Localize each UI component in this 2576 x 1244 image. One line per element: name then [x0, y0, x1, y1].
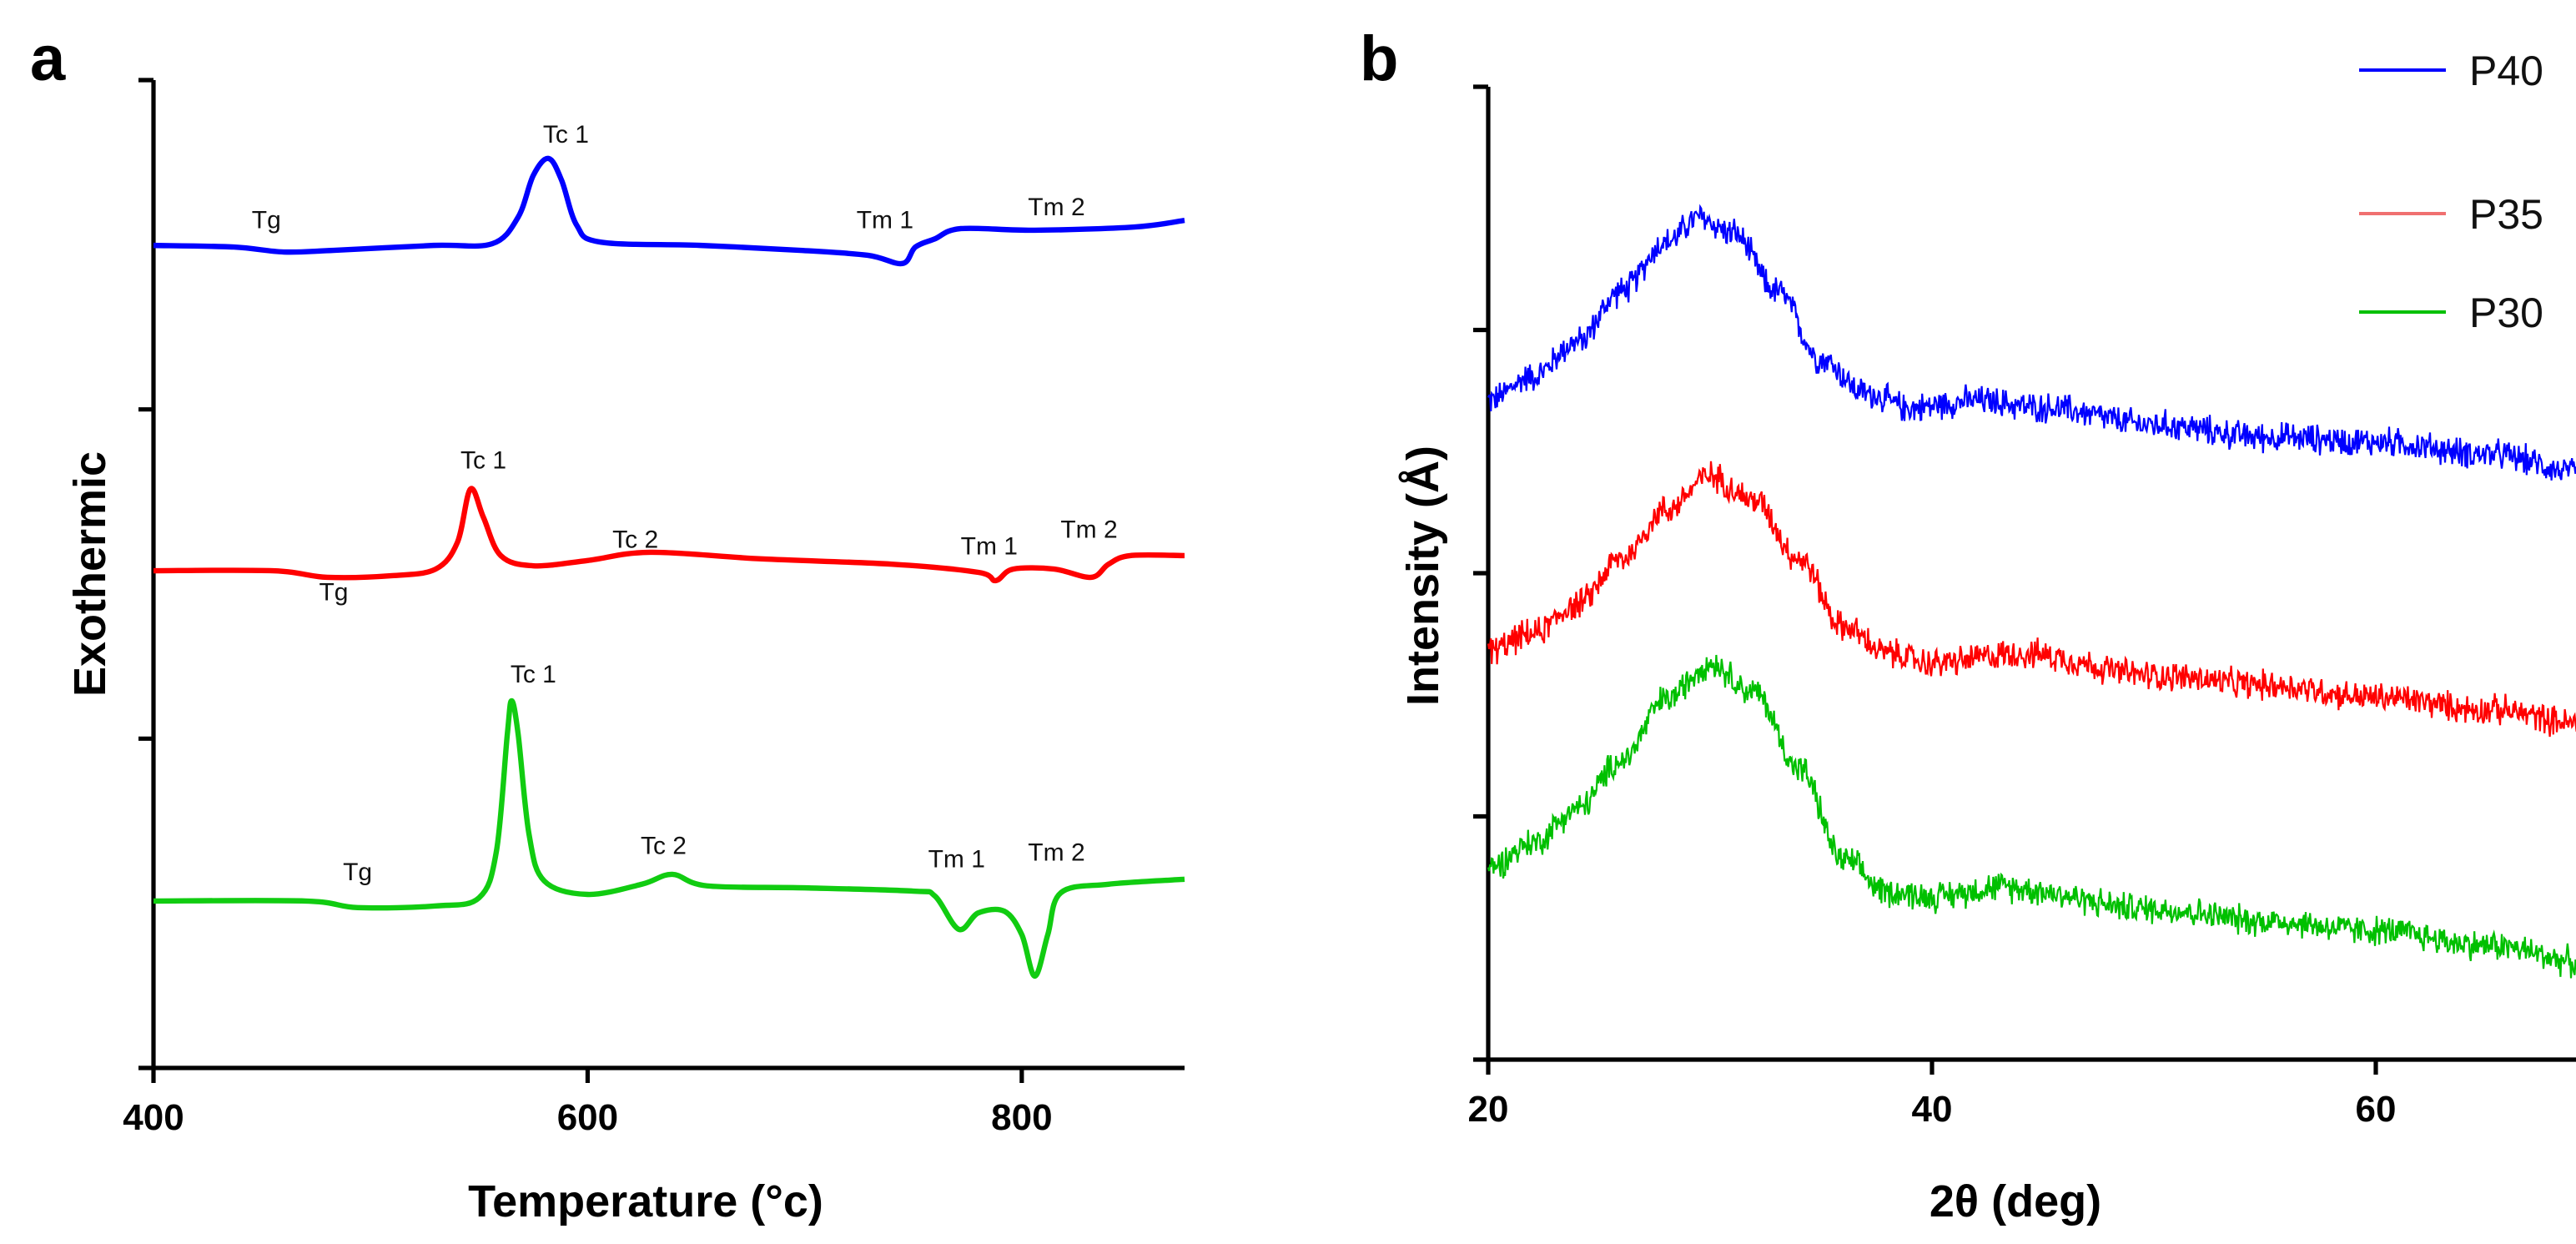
legend-item-p40: P40 [2359, 48, 2543, 94]
series-line-p40 [1487, 204, 2576, 481]
legend-label: P40 [2469, 48, 2543, 94]
x-tick-label: 40 [1912, 1089, 1953, 1130]
legend: P40 P35 P30 [2359, 48, 2543, 336]
x-tick-label: 600 [557, 1097, 618, 1138]
peak-annotation: Tm 1 [857, 207, 913, 234]
peak-annotation: Tc 1 [511, 661, 556, 688]
panel-b-ylabel: Intensity (Å) [1398, 446, 1448, 706]
panel-b-xlabel: 2θ (deg) [1929, 1176, 2101, 1226]
legend-item-p30: P30 [2359, 290, 2543, 336]
x-tick-label: 800 [991, 1097, 1052, 1138]
peak-annotation: Tm 2 [1060, 516, 1117, 544]
panel-b-letter: b [1360, 23, 1398, 94]
series-line-p35 [1487, 461, 2576, 738]
x-tick-label: 20 [1468, 1089, 1509, 1130]
legend-label: P30 [2469, 290, 2543, 336]
peak-annotation: Tc 1 [460, 447, 506, 475]
peak-annotation: Tm 2 [1028, 194, 1084, 221]
peak-annotation: Tc 2 [612, 526, 658, 553]
series-line-p30 [153, 698, 1185, 980]
peak-annotation: Tc 2 [641, 832, 687, 859]
legend-label: P35 [2469, 191, 2543, 238]
peak-annotation: Tg [319, 579, 348, 607]
peak-annotation: Tm 1 [928, 845, 985, 873]
peak-annotation: Tg [252, 207, 281, 234]
peak-annotation: Tm 2 [1028, 839, 1084, 866]
x-tick-label: 60 [2356, 1089, 2397, 1130]
series-line-p30 [1487, 654, 2576, 979]
peak-annotation: Tm 1 [961, 532, 1018, 560]
panel-a-ylabel: Exothermic [65, 451, 115, 697]
x-tick-label: 400 [123, 1097, 184, 1138]
legend-item-p35: P35 [2359, 191, 2543, 238]
peak-annotation: Tg [343, 859, 372, 886]
panel-a-letter: a [30, 23, 66, 94]
panel-b-chart: 20 40 60 P40 P35 P30 [1468, 48, 2576, 1130]
panel-a-xlabel: Temperature (°c) [468, 1176, 823, 1226]
series-line-p40 [153, 155, 1185, 267]
series-line-p35 [153, 486, 1185, 584]
peak-annotation: Tc 1 [543, 121, 589, 149]
panel-a-chart: 400 600 800 Tg Tc 1 Tm 1 Tm 2 Tg Tc 1 Tc 2 Tm 1 Tm … [123, 78, 1185, 1138]
